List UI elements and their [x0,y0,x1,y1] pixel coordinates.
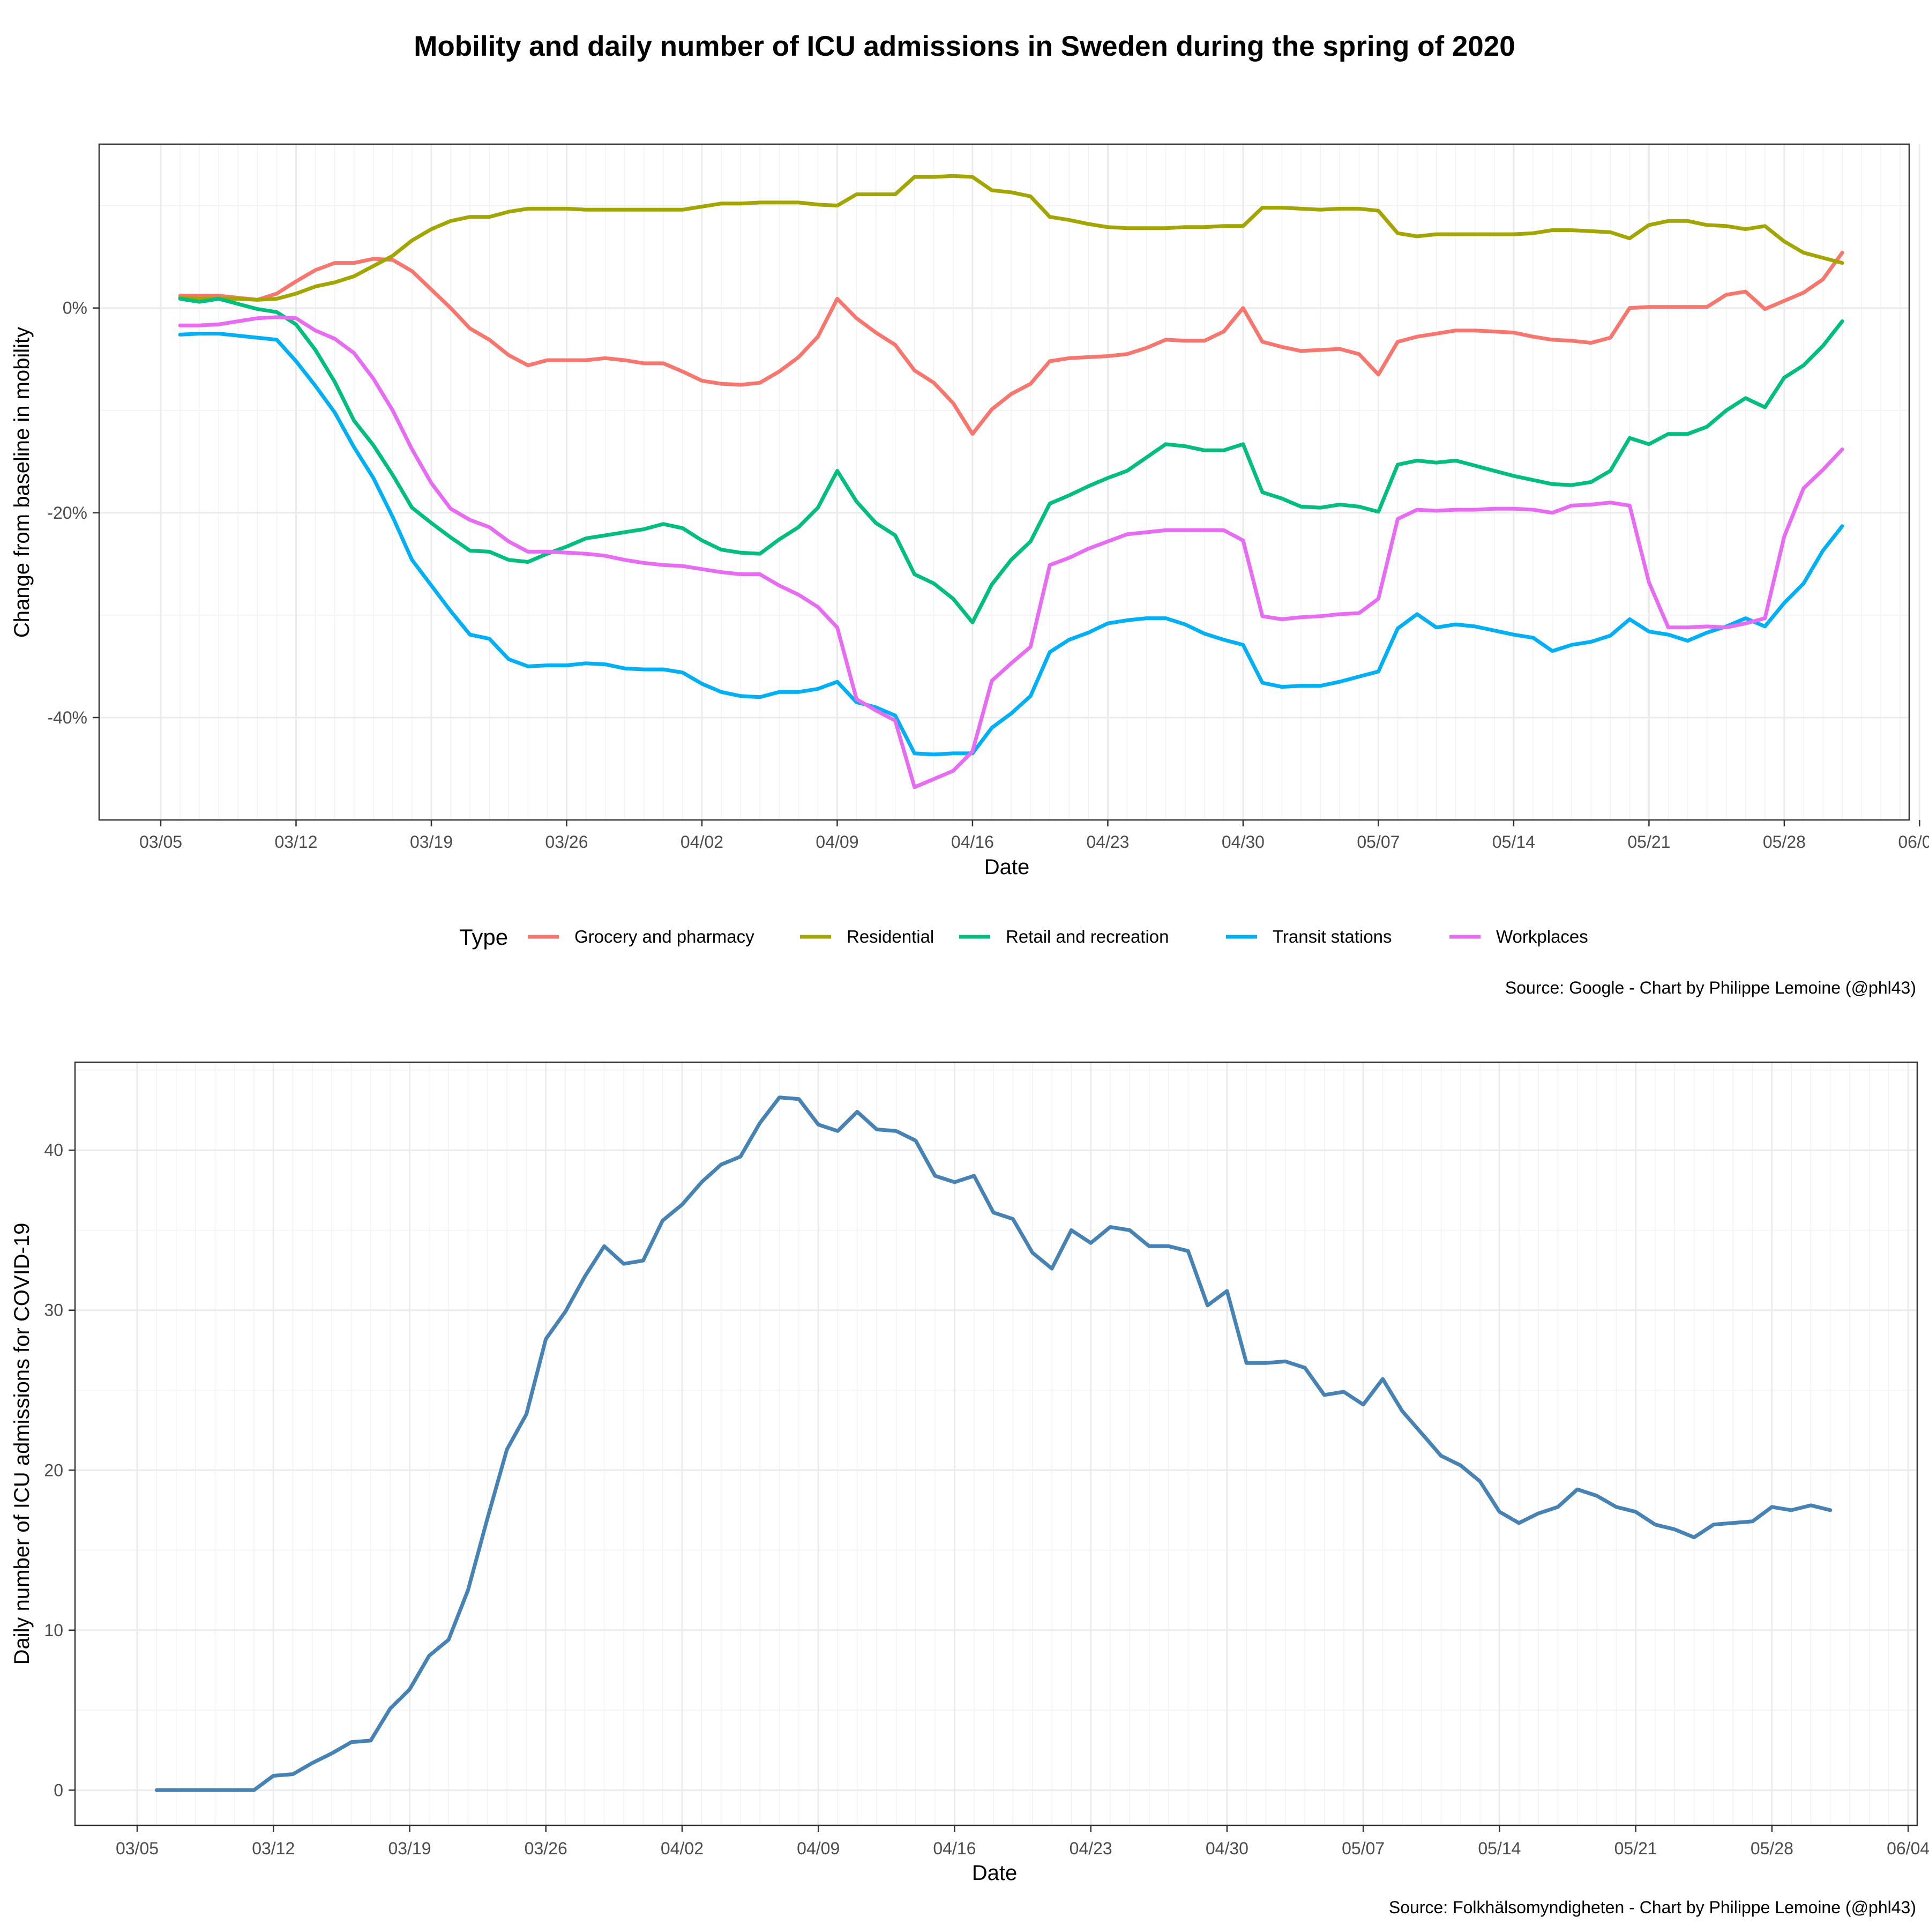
bottom-chart-y-axis-title: Daily number of ICU admissions for COVID… [10,1223,34,1665]
top-chart-y-axis: 0% -20% -40% [47,299,99,727]
legend-label-retail-and-recreation: Retail and recreation [1006,927,1169,946]
top-chart-y-tick-label: -20% [47,503,87,523]
bottom-chart-y-tick-label: 30 [44,1301,63,1320]
top-chart-x-tick-label: 04/09 [816,832,858,852]
top-chart-y-tick-label: -40% [47,708,87,727]
top-chart-x-tick-label: 04/30 [1222,832,1265,852]
top-chart-x-tick-label: 04/02 [681,832,723,852]
top-chart-series-line-transit-stations [178,332,1844,757]
top-chart-series-line-grocery-and-pharmacy [178,251,1844,436]
bottom-chart-major-grid [75,1062,1917,1825]
top-chart-series-line-retail-and-recreation [178,297,1844,624]
legend-label-workplaces: Workplaces [1496,927,1588,946]
bottom-chart-x-tick-label: 05/14 [1478,1839,1521,1858]
bottom-chart-x-tick-label: 04/23 [1070,1839,1112,1858]
bottom-chart-x-tick-label: 04/16 [933,1839,976,1858]
top-chart-x-tick-label: 04/23 [1086,832,1129,852]
bottom-chart-y-axis: 0 10 20 30 40 [44,1140,75,1800]
bottom-chart-series [154,1095,1833,1792]
top-chart-series [178,174,1844,789]
top-chart-x-tick-label: 03/05 [139,832,182,852]
top-chart-x-axis: 03/05 03/12 03/19 03/26 04/02 04/09 04/16 04/23… [139,820,1929,852]
bottom-chart-y-tick-label: 20 [44,1460,63,1480]
bottom-chart-x-tick-label: 04/09 [797,1839,840,1858]
legend: Type Grocery and pharmacy Residential Reta… [459,924,1588,950]
bottom-chart-x-tick-label: 05/21 [1614,1839,1657,1858]
top-chart-y-tick-label: 0% [63,299,87,318]
top-chart-panel-border [98,143,1910,821]
bottom-chart-series-line-icu-admissions [154,1095,1833,1792]
top-chart-x-tick-label: 06/04 [1898,832,1929,852]
figure-title: Mobility and daily number of ICU admissi… [414,31,1515,62]
bottom-chart-x-axis: 03/05 03/12 03/19 03/26 04/02 04/09 04/16 04/23… [116,1825,1929,1858]
top-chart-x-tick-label: 03/12 [274,832,317,852]
bottom-chart-x-tick-label: 03/05 [116,1839,159,1858]
bottom-chart-x-tick-label: 05/28 [1751,1839,1793,1858]
bottom-chart-x-tick-label: 03/19 [388,1839,431,1858]
top-chart-x-tick-label: 05/14 [1492,832,1535,852]
top-chart-series-line-workplaces [178,315,1844,789]
bottom-chart-y-tick-label: 0 [54,1780,63,1800]
top-chart-x-tick-label: 04/16 [951,832,994,852]
bottom-chart-x-tick-label: 04/30 [1206,1839,1248,1858]
top-chart-caption: Source: Google - Chart by Philippe Lemoi… [1505,978,1916,997]
top-chart-x-tick-label: 05/21 [1627,832,1670,852]
bottom-chart-y-tick-label: 10 [44,1621,63,1640]
bottom-chart-x-tick-label: 04/02 [661,1839,704,1858]
bottom-chart-x-tick-label: 05/07 [1342,1839,1385,1858]
bottom-chart-y-tick-label: 40 [44,1140,63,1160]
bottom-chart-x-tick-label: 03/26 [525,1839,567,1858]
top-chart-x-tick-label: 03/26 [545,832,588,852]
bottom-chart-x-tick-label: 03/12 [252,1839,295,1858]
top-chart-series-line-residential [178,174,1844,302]
bottom-chart-x-tick-label: 06/04 [1887,1839,1929,1858]
top-chart-y-axis-title: Change from baseline in mobility [10,327,34,638]
top-chart-x-axis-title: Date [984,855,1030,879]
top-chart-x-tick-label: 03/19 [410,832,453,852]
top-chart-x-tick-label: 05/28 [1763,832,1806,852]
legend-label-grocery-and-pharmacy: Grocery and pharmacy [574,927,754,946]
top-chart-x-tick-label: 05/07 [1357,832,1400,852]
legend-title: Type [459,924,508,950]
legend-label-transit-stations: Transit stations [1273,927,1392,946]
bottom-chart-caption: Source: Folkhälsomyndigheten - Chart by … [1389,1898,1916,1917]
legend-label-residential: Residential [847,927,934,946]
bottom-chart-x-axis-title: Date [972,1861,1018,1885]
bottom-chart-panel-border [74,1061,1918,1826]
